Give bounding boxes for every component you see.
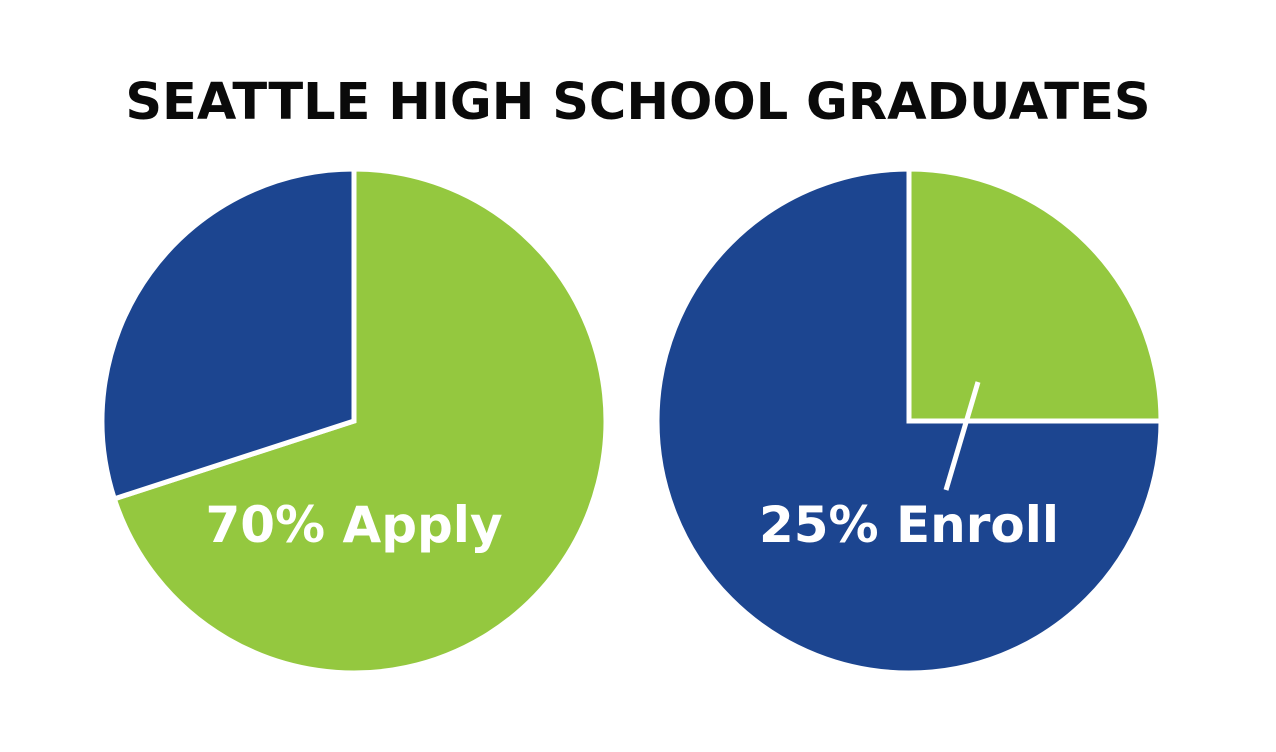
pie-chart-enroll: 25% Enroll: [657, 169, 1161, 673]
pie-label-enroll: 25% Enroll: [759, 496, 1059, 554]
pie-chart-apply: 70% Apply: [102, 169, 606, 673]
pie-slice-enroll: [909, 169, 1161, 421]
pie-label-apply: 70% Apply: [205, 496, 502, 554]
